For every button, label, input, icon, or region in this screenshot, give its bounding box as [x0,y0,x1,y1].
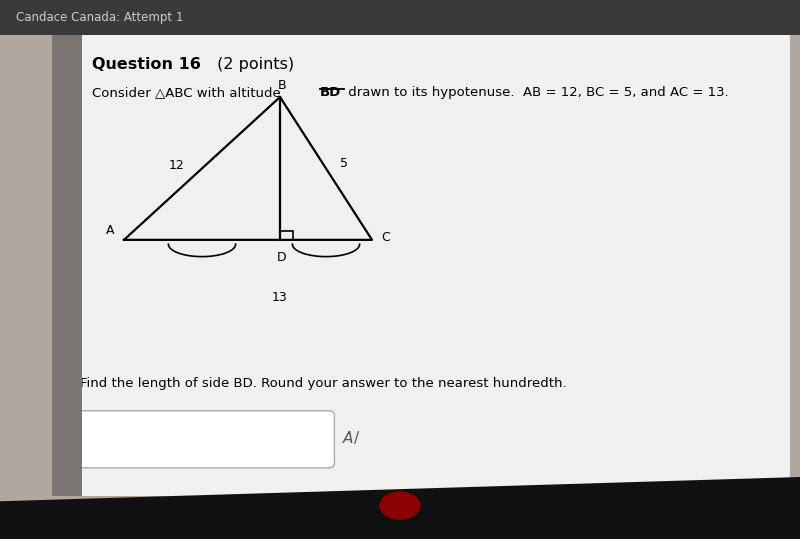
FancyBboxPatch shape [74,411,334,468]
Text: C: C [382,231,390,244]
Text: ▲: ▲ [60,60,66,70]
Text: Consider △ABC with altitude: Consider △ABC with altitude [92,86,285,99]
Text: Candace Canada: Attempt 1: Candace Canada: Attempt 1 [16,11,183,24]
Text: Question 16: Question 16 [92,57,201,72]
Text: $\mathit{A}/$: $\mathit{A}/$ [342,429,361,446]
Text: A: A [106,224,114,237]
Text: B: B [278,79,286,92]
Text: Find the length of side BD. Round your answer to the nearest hundredth.: Find the length of side BD. Round your a… [80,377,566,390]
Bar [280,231,293,240]
Text: drawn to its hypotenuse.  AB = 12, BC = 5, and AC = 13.: drawn to its hypotenuse. AB = 12, BC = 5… [344,86,729,99]
Text: BD: BD [320,86,342,99]
Text: 12: 12 [169,159,184,172]
Text: 5: 5 [341,156,349,170]
Text: 13: 13 [272,291,288,304]
Text: D: D [277,251,286,264]
Text: (2 points): (2 points) [212,57,294,72]
